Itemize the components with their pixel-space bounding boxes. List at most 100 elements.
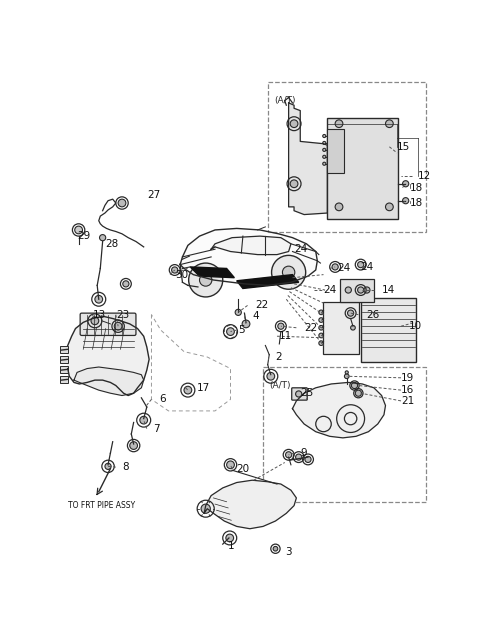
Circle shape: [403, 180, 409, 187]
Circle shape: [130, 442, 137, 449]
FancyBboxPatch shape: [326, 129, 344, 173]
Polygon shape: [211, 236, 291, 254]
Text: 4: 4: [252, 311, 259, 321]
Text: 9: 9: [300, 448, 307, 458]
Text: 27: 27: [147, 191, 160, 200]
Text: 13: 13: [93, 310, 106, 320]
Circle shape: [323, 148, 326, 151]
Text: 7: 7: [153, 423, 160, 434]
FancyBboxPatch shape: [80, 313, 136, 335]
Circle shape: [323, 162, 326, 165]
Circle shape: [385, 120, 393, 128]
Text: 1: 1: [228, 541, 234, 551]
Text: 11: 11: [278, 331, 292, 341]
Circle shape: [272, 255, 306, 289]
Circle shape: [319, 333, 324, 338]
Polygon shape: [68, 316, 149, 396]
Text: TO FRT PIPE ASSY: TO FRT PIPE ASSY: [68, 501, 135, 510]
Circle shape: [282, 266, 295, 279]
Circle shape: [242, 320, 250, 328]
Bar: [60, 346, 68, 353]
Text: 6: 6: [159, 394, 166, 404]
Circle shape: [227, 461, 234, 468]
Polygon shape: [288, 103, 327, 215]
Polygon shape: [190, 267, 234, 278]
Text: 18: 18: [410, 198, 423, 208]
Circle shape: [286, 452, 292, 458]
Text: 15: 15: [397, 142, 410, 152]
Text: 17: 17: [196, 383, 210, 393]
Text: 8: 8: [122, 462, 129, 472]
Text: 14: 14: [382, 285, 395, 295]
Text: 30: 30: [175, 270, 188, 280]
Text: 28: 28: [105, 239, 118, 249]
Polygon shape: [292, 382, 385, 438]
Circle shape: [319, 341, 324, 346]
Bar: [60, 367, 68, 373]
Circle shape: [345, 287, 351, 293]
Text: 24: 24: [337, 263, 351, 273]
Circle shape: [319, 325, 324, 330]
Circle shape: [278, 323, 284, 329]
FancyBboxPatch shape: [361, 299, 416, 361]
Circle shape: [355, 390, 361, 396]
Text: 26: 26: [366, 310, 379, 320]
Circle shape: [227, 328, 234, 335]
Text: 22: 22: [255, 301, 268, 310]
Circle shape: [140, 417, 147, 424]
Bar: [60, 376, 68, 383]
Circle shape: [290, 180, 298, 187]
Circle shape: [350, 325, 355, 330]
Circle shape: [323, 134, 326, 137]
Text: 22: 22: [304, 323, 317, 333]
Circle shape: [235, 310, 241, 315]
Text: 24: 24: [324, 285, 337, 295]
Text: 25: 25: [300, 388, 313, 398]
FancyBboxPatch shape: [340, 279, 374, 303]
Circle shape: [335, 120, 343, 128]
Text: 20: 20: [237, 463, 250, 473]
Text: 29: 29: [77, 231, 90, 241]
Circle shape: [296, 454, 302, 460]
Text: 24: 24: [294, 244, 307, 254]
Circle shape: [201, 504, 210, 513]
Circle shape: [114, 322, 122, 330]
Polygon shape: [180, 229, 317, 285]
Circle shape: [323, 141, 326, 144]
Circle shape: [118, 199, 126, 207]
Text: 23: 23: [116, 310, 129, 320]
Circle shape: [91, 317, 99, 325]
Polygon shape: [237, 275, 299, 289]
Text: 2: 2: [276, 352, 282, 362]
Circle shape: [385, 203, 393, 211]
Circle shape: [364, 287, 370, 293]
Circle shape: [290, 120, 298, 128]
FancyBboxPatch shape: [292, 388, 307, 400]
Circle shape: [335, 203, 343, 211]
Circle shape: [358, 261, 364, 268]
Circle shape: [345, 374, 349, 379]
Circle shape: [123, 281, 129, 287]
Text: (A/T): (A/T): [269, 381, 291, 390]
Circle shape: [189, 263, 223, 297]
Text: 10: 10: [409, 321, 422, 331]
Circle shape: [403, 197, 409, 204]
Bar: [60, 356, 68, 363]
Circle shape: [226, 534, 234, 542]
Circle shape: [267, 372, 275, 380]
Circle shape: [319, 318, 324, 322]
Circle shape: [99, 235, 106, 241]
Text: (A/T): (A/T): [274, 96, 295, 105]
Circle shape: [305, 456, 311, 463]
Bar: [268, 82, 426, 232]
Circle shape: [200, 274, 212, 286]
Circle shape: [296, 391, 302, 397]
Circle shape: [95, 296, 103, 303]
Circle shape: [345, 371, 348, 374]
Circle shape: [105, 463, 111, 470]
Circle shape: [172, 267, 178, 273]
Circle shape: [348, 310, 354, 316]
Text: 3: 3: [285, 547, 291, 557]
Circle shape: [184, 386, 192, 394]
Text: 24: 24: [360, 262, 374, 272]
